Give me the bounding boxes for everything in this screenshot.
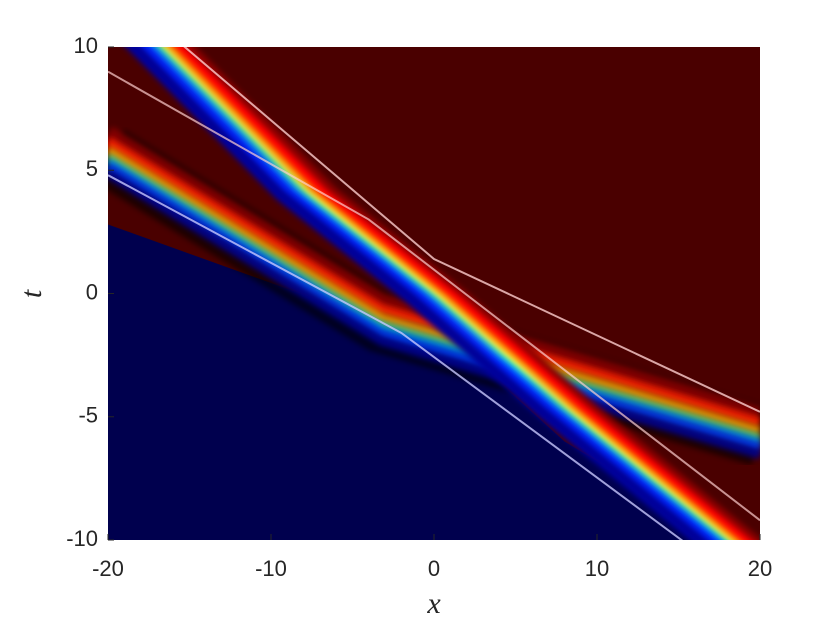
low-region [108, 224, 728, 540]
x-axis-label: x [426, 587, 441, 620]
soliton-band [108, 162, 760, 453]
soliton-band [108, 157, 760, 445]
y-tick-label: -5 [78, 403, 98, 428]
heatmap [108, 47, 760, 540]
soliton-band [168, 47, 752, 540]
x-tick-label: -20 [92, 556, 124, 581]
soliton-band [108, 126, 760, 423]
y-tick-label: 10 [74, 33, 98, 58]
x-tick-label: -10 [255, 556, 287, 581]
x-tick-label: 20 [748, 556, 772, 581]
edge-line [108, 70, 760, 522]
soliton-band [108, 137, 760, 428]
y-tick-label: -10 [66, 526, 98, 551]
y-axis-label: t [15, 289, 48, 298]
soliton-band [163, 47, 741, 540]
soliton-band [158, 47, 733, 540]
y-tick-label: 5 [86, 156, 98, 181]
soliton-band [125, 47, 709, 540]
soliton-band [108, 146, 760, 435]
x-tick-label: 10 [585, 556, 609, 581]
y-tick-label: 0 [86, 279, 98, 304]
edge-line [183, 47, 760, 413]
edge-line [108, 174, 684, 540]
x-tick-label: 0 [428, 556, 440, 581]
soliton-band [108, 169, 760, 460]
